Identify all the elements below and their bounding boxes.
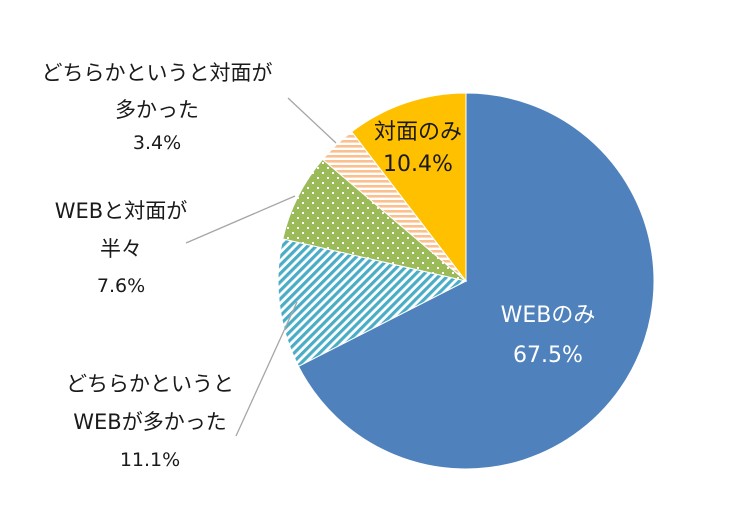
- slice-value-label: 67.5%: [513, 343, 583, 368]
- slice-value-label: 7.6%: [97, 275, 145, 297]
- leader-line: [185, 195, 296, 244]
- slice-label: WEBが多かった: [73, 410, 226, 434]
- slice-label: どちらかというと対面が: [42, 61, 273, 85]
- leader-line: [287, 97, 337, 144]
- leader-line: [235, 301, 298, 437]
- slice-mostly-web: [277, 238, 468, 368]
- slice-label: どちらかというと: [66, 372, 234, 396]
- slice-label: WEBのみ: [501, 303, 596, 328]
- slice-label: 対面のみ: [374, 120, 462, 145]
- slice-value-label: 10.4%: [383, 152, 453, 177]
- slice-value-label: 3.4%: [133, 132, 181, 154]
- slice-face-only: [351, 92, 467, 283]
- slice-web-only: [297, 92, 655, 470]
- slice-label: 多かった: [115, 98, 199, 122]
- slice-value-label: 11.1%: [120, 449, 180, 471]
- slice-label: WEBと対面が: [55, 199, 187, 223]
- slice-label: 半々: [100, 237, 142, 261]
